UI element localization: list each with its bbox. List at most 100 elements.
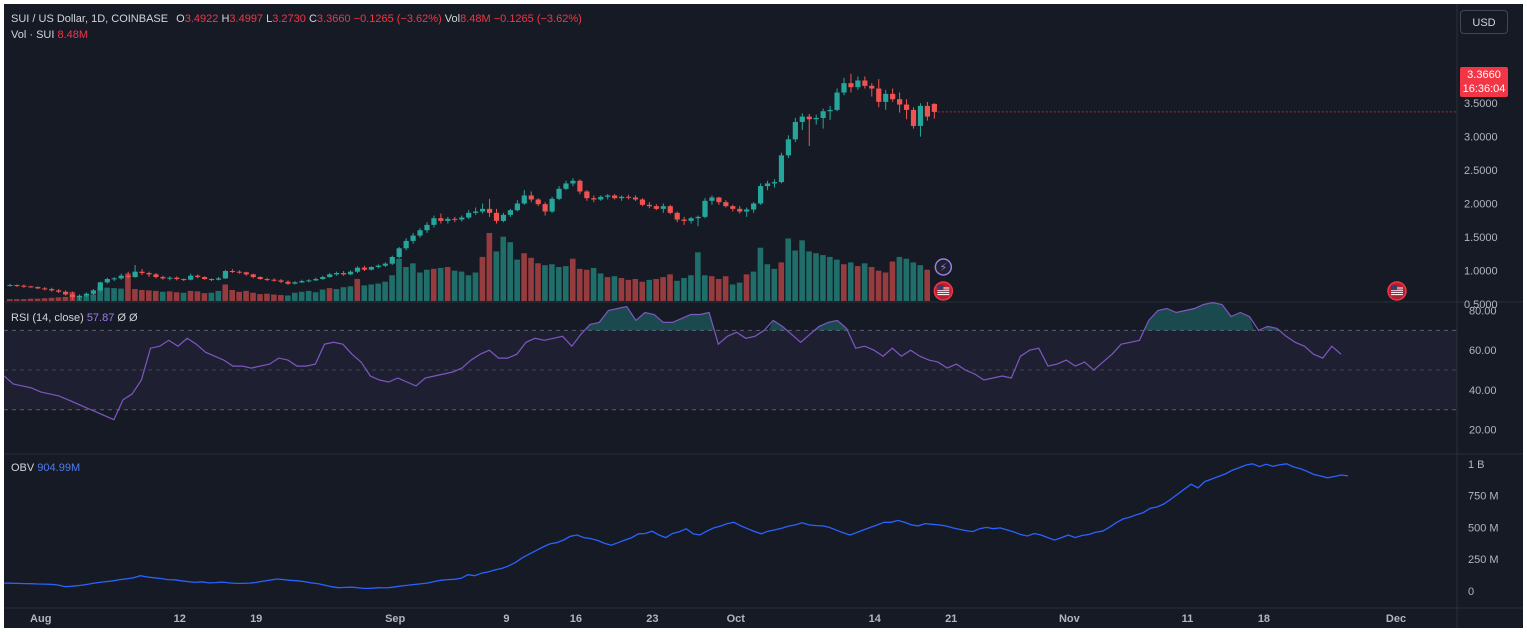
vol-value: 8.48M (460, 13, 491, 25)
volume-bar (55, 297, 62, 301)
candle-body (723, 202, 729, 207)
chart-canvas[interactable]: 3.5000 3.0000 2.5000 2.0000 1.5000 1.0000 0.50… (4, 4, 1523, 628)
candle-body (445, 218, 451, 221)
volume-bar (604, 277, 611, 301)
volume-bar (910, 262, 917, 301)
volume-bar (792, 250, 798, 301)
candle-body (792, 121, 798, 140)
symbol-label[interactable]: SUI / US Dollar, 1D, COINBASE (11, 13, 169, 25)
volume-bar (361, 285, 368, 301)
candle-body (410, 235, 416, 241)
rsi-legend-extra1: Ø (117, 312, 126, 324)
countdown-timer: 16:36:04 (1462, 83, 1506, 95)
volume-bar (695, 252, 701, 301)
candle-body (49, 289, 55, 291)
close-label: C (308, 13, 317, 25)
candle-body (917, 105, 924, 126)
volume-bar (278, 295, 284, 301)
volume-bar (444, 267, 451, 301)
volume-bar (104, 287, 110, 301)
currency-button[interactable]: USD (1460, 10, 1508, 34)
volume-bar (778, 262, 785, 301)
rsi-overbought-fill (814, 320, 852, 331)
candle-body (90, 290, 96, 294)
candle-body (424, 224, 430, 231)
candle-body (584, 191, 590, 199)
volume-bar (368, 284, 374, 301)
chart-frame[interactable]: 3.5000 3.0000 2.5000 2.0000 1.5000 1.0000 0.50… (4, 4, 1523, 628)
volume-bar (660, 277, 666, 301)
candle-body (625, 196, 632, 198)
candle-body (688, 218, 694, 221)
price-axis-tick-label: 2.5000 (1464, 165, 1498, 177)
volume-bar (861, 263, 868, 301)
candle-body (35, 287, 41, 289)
volume-bar (319, 289, 326, 301)
candle-body (299, 281, 305, 283)
candle-body (486, 208, 493, 213)
date-axis-tick-label: Dec (1386, 613, 1406, 625)
change-value: −0.1265 (−3.62%) (353, 13, 442, 25)
candle-body (257, 277, 263, 280)
candle-body (862, 80, 868, 86)
volume-bar (611, 276, 618, 301)
volume-bar (521, 253, 527, 301)
candle-body (459, 217, 465, 220)
volume-bar (847, 262, 854, 301)
price-axis-tick-label: 2.0000 (1464, 199, 1498, 211)
low-label: L (266, 13, 273, 25)
candle-body (855, 80, 861, 88)
rsi-legend-label[interactable]: RSI (14, close) (11, 312, 84, 324)
volume-bar (674, 280, 680, 301)
volume-legend-label[interactable]: Vol · SUI (11, 29, 55, 41)
candle-body (292, 282, 298, 284)
candle-body (271, 279, 277, 281)
volume-bar (514, 259, 520, 301)
volume-bar (806, 251, 812, 301)
volume-bar (173, 292, 180, 301)
candle-body (417, 230, 423, 236)
open-value: 3.4922 (184, 13, 219, 25)
date-axis-tick-label: 23 (646, 613, 658, 625)
price-axis-tick-label: 3.0000 (1464, 132, 1498, 144)
obv-legend-label[interactable]: OBV (11, 462, 35, 474)
candle-body (14, 285, 20, 287)
volume-bar (841, 264, 847, 301)
volume-bar (312, 292, 319, 301)
volume-bar (834, 259, 840, 301)
volume-bar (20, 299, 27, 301)
lightning-icon-glyph: ⚡ (939, 261, 947, 274)
volume-bar (118, 288, 124, 301)
volume-bar (854, 266, 861, 301)
volume-bar (507, 242, 513, 301)
volume-bar (298, 291, 305, 301)
volume-bar (799, 240, 805, 301)
price-axis-tick-label: 1.5000 (1464, 232, 1498, 244)
candle-body (528, 195, 534, 200)
date-axis-tick-label: 9 (503, 613, 509, 625)
volume-bar (111, 288, 117, 301)
candle-body (132, 271, 138, 278)
date-axis-tick-label: 19 (250, 613, 262, 625)
volume-bar (285, 295, 291, 301)
volume-bar (639, 281, 646, 301)
volume-bar (340, 287, 347, 301)
candle-body (375, 265, 381, 268)
candle-body (118, 275, 124, 279)
candle-body (848, 83, 854, 88)
price-axis-tick-label: 1.0000 (1464, 265, 1498, 277)
candle-body (883, 93, 889, 102)
date-axis-tick-label: 16 (570, 613, 582, 625)
volume-bar (868, 267, 875, 301)
candle-body (605, 195, 611, 197)
volume-bar (389, 275, 395, 301)
volume-bar (187, 290, 194, 301)
volume-bar (291, 292, 298, 301)
volume-bar (250, 292, 256, 301)
volume-bar (917, 265, 924, 301)
volume-bar (62, 296, 69, 301)
candle-body (639, 199, 646, 205)
volume-bar (590, 267, 597, 301)
candle-body (21, 285, 27, 287)
high-value: 3.4997 (229, 13, 264, 25)
